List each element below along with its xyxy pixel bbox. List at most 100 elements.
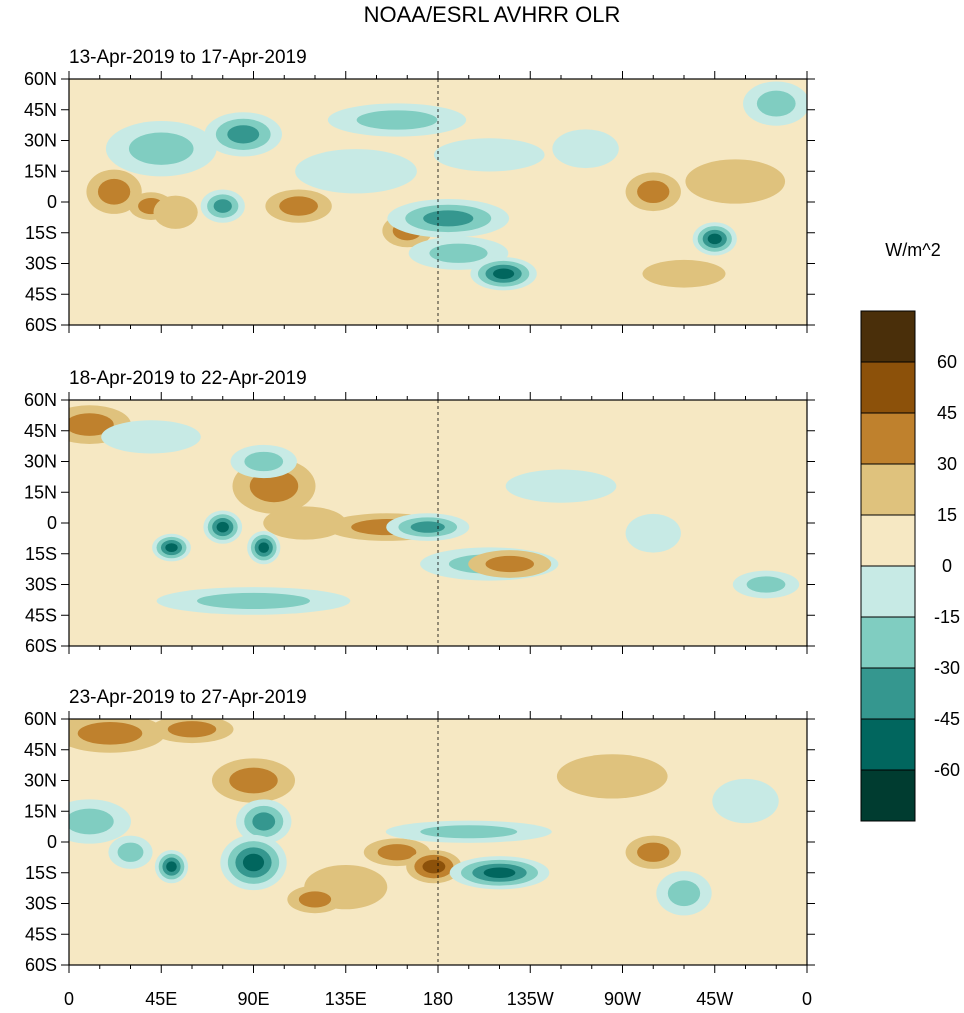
lat-tick-label: 60N [24, 390, 57, 410]
anomaly-contour [712, 778, 779, 824]
lat-tick-label: 15S [25, 863, 57, 883]
lat-tick-label: 15N [24, 801, 57, 821]
lon-tick-label: 45E [145, 989, 177, 1009]
anomaly-contour [166, 861, 177, 872]
lon-tick-label: 180 [423, 989, 453, 1009]
anomaly-contour [167, 721, 217, 738]
lat-tick-label: 60N [24, 69, 57, 89]
anomaly-contour [128, 132, 194, 165]
figure-title: NOAA/ESRL AVHRR OLR [364, 2, 621, 27]
anomaly-contour [229, 767, 278, 794]
lat-tick-label: 15N [24, 482, 57, 502]
anomaly-contour [483, 867, 516, 879]
colorbar-tick-label: 15 [937, 505, 957, 525]
lat-tick-label: 30N [24, 452, 57, 472]
anomaly-contour [356, 110, 438, 130]
anomaly-contour [505, 469, 617, 503]
colorbar-units-label: W/m^2 [885, 240, 940, 260]
anomaly-contour [685, 159, 786, 204]
anomaly-contour [756, 90, 796, 117]
anomaly-contour [637, 842, 670, 862]
lat-tick-label: 30S [25, 894, 57, 914]
olr-field [69, 719, 807, 965]
anomaly-contour [244, 451, 284, 472]
anomaly-contour [153, 195, 198, 229]
colorbar-tick-label: 30 [937, 454, 957, 474]
colorbar-box [860, 412, 916, 465]
anomaly-contour [746, 576, 786, 593]
colorbar-box [860, 718, 916, 771]
olr-field [69, 400, 807, 646]
lon-tick-label: 0 [64, 989, 74, 1009]
anomaly-contour [637, 180, 670, 204]
panel-date-label: 23-Apr-2019 to 27-Apr-2019 [69, 687, 307, 708]
colorbar-box [860, 667, 916, 720]
anomaly-contour [493, 268, 515, 280]
anomaly-contour [252, 812, 276, 831]
panel-3: 23-Apr-2019 to 27-Apr-2019 60N 45N 30N 15N 0 1… [24, 687, 815, 1009]
olr-field [69, 79, 807, 325]
panels-group: 13-Apr-2019 to 17-Apr-2019 60N 45N 30N 15N 0 1… [24, 47, 815, 1009]
anomaly-contour [642, 259, 726, 288]
colorbar-box [860, 310, 916, 363]
colorbar-box [860, 616, 916, 669]
lat-tick-label: 45N [24, 100, 57, 120]
lon-tick-label: 90W [604, 989, 641, 1009]
lat-tick-label: 0 [47, 832, 57, 852]
lat-tick-label: 0 [47, 513, 57, 533]
anomaly-contour [196, 592, 311, 609]
lat-tick-label: 60N [24, 709, 57, 729]
anomaly-contour [101, 420, 201, 454]
anomaly-contour [258, 542, 270, 553]
lat-tick-label: 15S [25, 223, 57, 243]
anomaly-contour [213, 199, 232, 213]
colorbar-tick-label: 60 [937, 352, 957, 372]
colorbar-box [860, 361, 916, 414]
anomaly-contour [707, 233, 722, 245]
lat-tick-label: 15S [25, 544, 57, 564]
anomaly-contour [422, 859, 446, 874]
colorbar-tick-label: -30 [934, 658, 960, 678]
anomaly-contour [556, 754, 668, 799]
anomaly-contour [420, 825, 518, 839]
anomaly-contour [298, 891, 332, 908]
colorbar-box [860, 463, 916, 516]
lat-tick-label: 45S [25, 605, 57, 625]
anomaly-contour [625, 513, 681, 553]
anomaly-contour [227, 125, 260, 144]
anomaly-contour [279, 196, 318, 216]
lat-tick-label: 60S [25, 955, 57, 975]
lat-tick-label: 45N [24, 740, 57, 760]
anomaly-contour [429, 243, 488, 263]
lon-tick-label: 135E [325, 989, 367, 1009]
lat-tick-label: 60S [25, 315, 57, 335]
colorbar-tick-labels: 60 45 30 15 0 -15 -30 -45 -60 [934, 352, 960, 780]
colorbar-box [860, 769, 916, 822]
anomaly-contour [295, 149, 417, 194]
panel-2: 18-Apr-2019 to 22-Apr-2019 60N 45N 30N 15N 0 1… [24, 368, 815, 656]
panel-date-label: 13-Apr-2019 to 17-Apr-2019 [69, 47, 307, 68]
lat-tick-label: 30N [24, 131, 57, 151]
anomaly-contour [423, 210, 474, 227]
anomaly-contour [165, 543, 178, 553]
lon-tick-label: 90E [237, 989, 269, 1009]
colorbar-tick-label: 45 [937, 403, 957, 423]
lat-tick-label: 30S [25, 254, 57, 274]
anomaly-contour [552, 129, 619, 169]
anomaly-contour [77, 722, 143, 745]
anomaly-contour [216, 521, 229, 533]
lat-tick-label: 30S [25, 575, 57, 595]
anomaly-contour [410, 521, 445, 533]
colorbar: W/m^2 60 45 30 15 0 -15 -30 -45 -60 [860, 240, 960, 822]
colorbar-tick-label: -45 [934, 709, 960, 729]
colorbar-tick-label: -60 [934, 760, 960, 780]
panel-1: 13-Apr-2019 to 17-Apr-2019 60N 45N 30N 15N 0 1… [24, 47, 815, 335]
anomaly-contour [377, 844, 417, 861]
panel-date-label: 18-Apr-2019 to 22-Apr-2019 [69, 368, 307, 389]
lat-tick-label: 45S [25, 924, 57, 944]
lat-tick-label: 0 [47, 192, 57, 212]
anomaly-contour [263, 506, 347, 540]
lat-tick-label: 15N [24, 161, 57, 181]
lon-tick-label: 135W [507, 989, 554, 1009]
anomaly-contour [485, 555, 534, 573]
